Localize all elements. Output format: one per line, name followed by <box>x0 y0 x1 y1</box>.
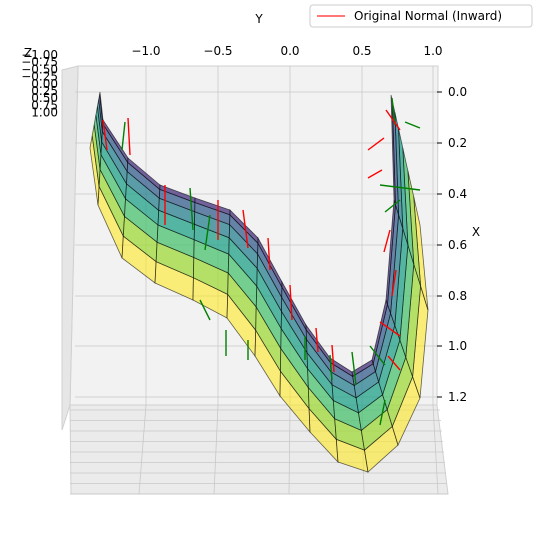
normal-vector-red <box>242 209 249 249</box>
normal-vector-red <box>267 237 271 271</box>
normal-vector-green <box>351 351 357 386</box>
z-tick-label: −1.00 <box>21 48 58 62</box>
normal-vector-red <box>315 327 319 353</box>
legend-label-original-normal: Original Normal (Inward) <box>354 9 502 23</box>
surface-strip <box>89 91 429 473</box>
normal-vector-green <box>404 121 421 129</box>
normal-vector-red <box>289 284 293 321</box>
y-axis-label: Y <box>254 12 263 26</box>
legend-box <box>309 4 533 28</box>
z-tick-label: −0.50 <box>21 62 58 76</box>
normal-vector-green <box>369 345 386 366</box>
normal-vector-red <box>385 109 401 131</box>
x-tick-label: 0.6 <box>448 238 467 252</box>
z-tick-label: 0.25 <box>31 84 58 98</box>
x-tick-label: 0.2 <box>448 136 467 150</box>
x-tick-label: 0.4 <box>448 187 467 201</box>
normal-vector-green <box>379 184 421 191</box>
normal-vector-red <box>127 117 131 156</box>
normal-vector-green <box>189 187 194 231</box>
normal-vector-green <box>329 354 333 381</box>
x-axis-label: X <box>472 225 480 239</box>
x-tick-label: 0.8 <box>448 289 467 303</box>
normal-vector-red <box>391 269 397 297</box>
normal-vector-green <box>384 199 401 213</box>
grid-line-floor <box>138 404 147 495</box>
y-tick-label: −0.5 <box>203 44 232 58</box>
grid-line-floor <box>432 404 439 495</box>
normal-vector-red <box>379 321 401 337</box>
grid-line-floor <box>213 404 219 495</box>
side-pane <box>61 65 79 431</box>
z-axis: Z −1.00−0.75−0.50−0.250.000.250.500.751.… <box>21 46 58 120</box>
grid-line-floor <box>288 404 291 495</box>
normal-vector-green <box>121 121 126 151</box>
y-tick-label: 0.5 <box>352 44 371 58</box>
legend: Original Normal (Inward) <box>309 4 533 28</box>
normal-vector-green <box>204 214 211 251</box>
y-tick-label: −1.0 <box>131 44 160 58</box>
x-tick-label: 1.2 <box>448 390 467 404</box>
z-axis-label: Z <box>24 46 32 60</box>
z-tick-label: −0.75 <box>21 55 58 69</box>
x-tick-label: 0.0 <box>448 85 467 99</box>
normal-vector-green <box>391 97 396 126</box>
y-tick-label: 0.0 <box>280 44 299 58</box>
normal-vector-red <box>367 137 385 151</box>
x-tick-label: 1.0 <box>448 339 467 353</box>
z-tick-label: 0.50 <box>31 91 58 105</box>
normal-vector-green <box>199 299 211 321</box>
normal-vector-red <box>387 355 401 371</box>
normal-vector-red <box>331 344 335 373</box>
normal-vector-red <box>367 169 383 179</box>
y-tick-label: 1.0 <box>423 44 442 58</box>
normal-vector-green <box>379 399 386 426</box>
normal-vector-red <box>383 229 391 253</box>
z-tick-label: 0.75 <box>31 98 58 112</box>
x-axis: X 0.0 0.2 0.4 0.6 0.8 1.0 1.2 <box>437 85 480 404</box>
z-tick-label: 0.00 <box>31 77 58 91</box>
y-axis: Y −1.0 −0.5 0.0 0.5 1.0 <box>131 12 442 58</box>
normal-vectors <box>102 97 421 426</box>
z-tick-label: −0.25 <box>21 70 58 84</box>
z-tick-label: 1.00 <box>31 106 58 120</box>
normal-vector-red <box>102 119 108 151</box>
